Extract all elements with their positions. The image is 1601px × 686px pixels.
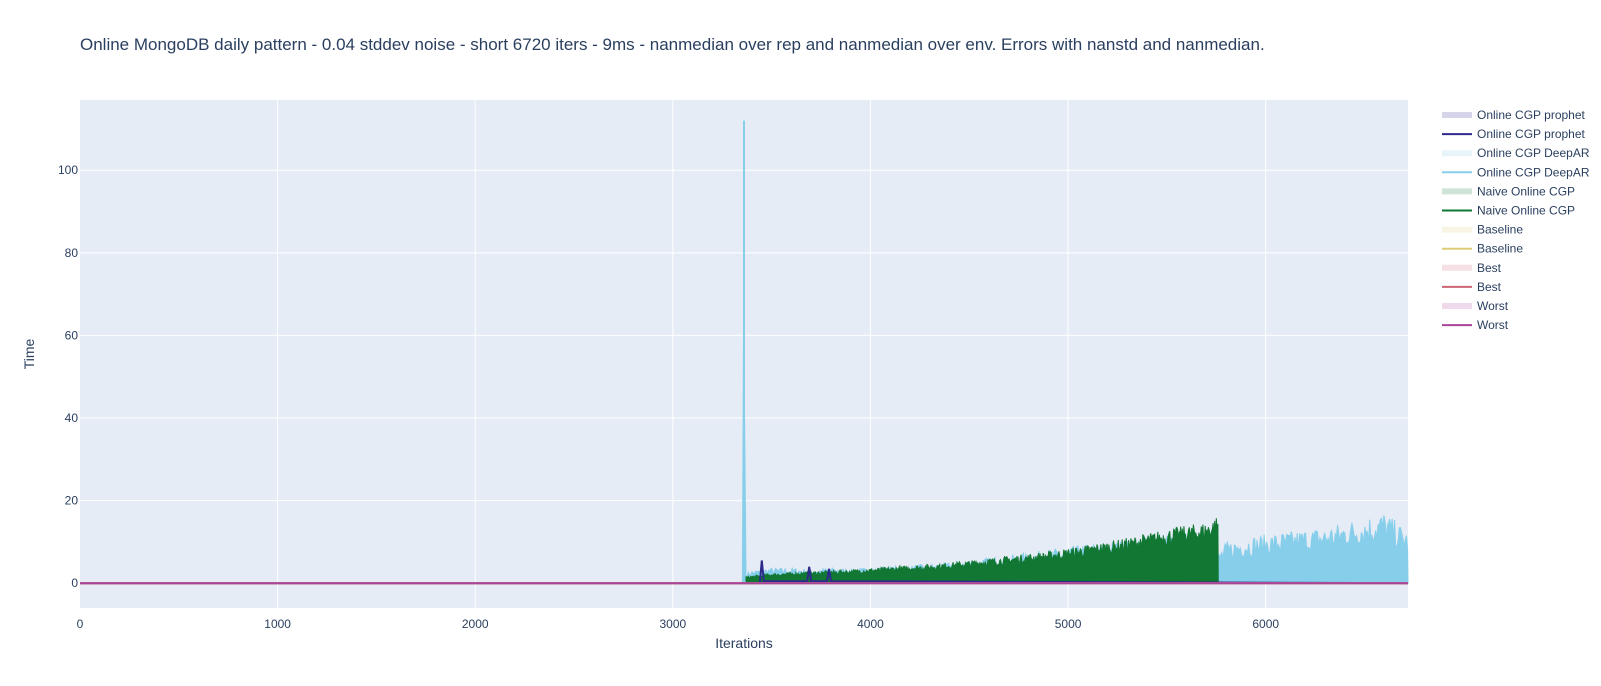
legend-label: Naive Online CGP (1477, 184, 1575, 198)
x-tick-label: 4000 (857, 617, 884, 631)
y-tick-label: 100 (58, 163, 78, 177)
chart-title: Online MongoDB daily pattern - 0.04 stdd… (80, 35, 1265, 54)
legend-item[interactable]: Naive Online CGP (1442, 204, 1575, 218)
legend-item[interactable]: Baseline (1442, 223, 1523, 237)
legend-label: Online CGP prophet (1477, 108, 1586, 122)
legend: Online CGP prophet Online CGP prophet Onli… (1442, 108, 1590, 332)
legend-item[interactable]: Worst (1442, 318, 1509, 332)
legend-label: Best (1477, 261, 1502, 275)
y-tick-label: 80 (65, 246, 79, 260)
series-naive-online-cgp (745, 518, 1219, 584)
legend-item[interactable]: Online CGP DeepAR (1442, 146, 1590, 160)
x-tick-label: 3000 (660, 617, 687, 631)
legend-item[interactable]: Naive Online CGP (1442, 184, 1575, 198)
x-tick-labels: 0 1000 2000 3000 4000 5000 6000 (77, 617, 1280, 631)
series-layer (80, 120, 1409, 585)
legend-label: Worst (1477, 299, 1509, 313)
legend-label: Worst (1477, 318, 1509, 332)
legend-label: Naive Online CGP (1477, 204, 1575, 218)
x-tick-label: 0 (77, 617, 84, 631)
y-tick-label: 60 (65, 328, 79, 342)
y-tick-label: 0 (71, 576, 78, 590)
x-tick-label: 2000 (462, 617, 489, 631)
legend-label: Baseline (1477, 223, 1523, 237)
legend-item[interactable]: Worst (1442, 299, 1509, 313)
legend-label: Online CGP DeepAR (1477, 165, 1590, 179)
x-tick-label: 1000 (264, 617, 291, 631)
legend-item[interactable]: Baseline (1442, 242, 1523, 256)
y-tick-labels: 0 20 40 60 80 100 (58, 163, 78, 590)
legend-item[interactable]: Best (1442, 280, 1502, 294)
legend-item[interactable]: Online CGP DeepAR (1442, 165, 1590, 179)
x-axis-title: Iterations (715, 635, 773, 651)
legend-label: Online CGP DeepAR (1477, 146, 1590, 160)
legend-item[interactable]: Online CGP prophet (1442, 127, 1586, 141)
y-tick-label: 40 (65, 411, 79, 425)
x-tick-label: 5000 (1055, 617, 1082, 631)
y-axis-title: Time (21, 338, 37, 369)
legend-label: Best (1477, 280, 1502, 294)
legend-item[interactable]: Best (1442, 261, 1502, 275)
legend-label: Baseline (1477, 242, 1523, 256)
y-tick-label: 20 (65, 494, 79, 508)
legend-label: Online CGP prophet (1477, 127, 1586, 141)
legend-item[interactable]: Online CGP prophet (1442, 108, 1586, 122)
x-tick-label: 6000 (1252, 617, 1279, 631)
